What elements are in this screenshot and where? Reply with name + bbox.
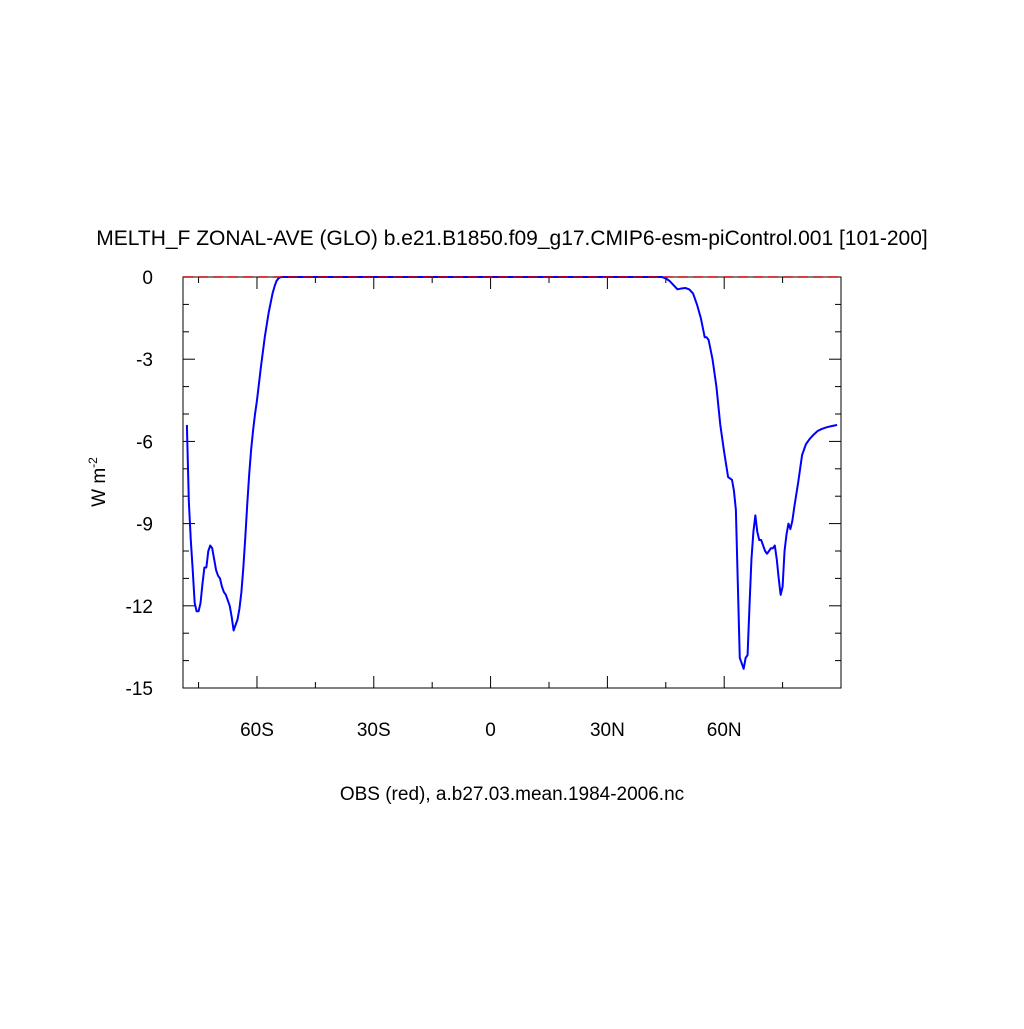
model-line-0 <box>185 276 838 670</box>
x-tick-label: 30N <box>590 720 625 741</box>
y-tick-label: -12 <box>126 597 153 618</box>
x-axis-ticks: 60S 30S 0 30N 60N <box>240 277 742 741</box>
y-tick-label: -6 <box>136 432 153 453</box>
y-axis-label-exponent: -2 <box>86 457 100 468</box>
y-axis-ticks: 0 -3 -6 -9 -12 -15 <box>126 268 841 700</box>
y-tick-label: -15 <box>126 679 153 700</box>
plot-frame <box>182 276 842 689</box>
plot-area: 60S 30S 0 30N 60N 0 -3 -6 -9 -12 -15 <box>126 268 842 741</box>
x-tick-label: 60S <box>240 720 274 741</box>
x-axis-label: OBS (red), a.b27.03.mean.1984-2006.nc <box>340 784 684 805</box>
y-tick-label: 0 <box>142 268 153 289</box>
x-tick-label: 0 <box>485 720 496 741</box>
y-axis-label: W m-2 <box>86 457 110 507</box>
y-axis-label-base: W m <box>89 468 110 507</box>
y-tick-label: -3 <box>136 350 153 371</box>
y-tick-label: -9 <box>136 515 153 536</box>
x-tick-label: 60N <box>707 720 742 741</box>
series-layer <box>183 276 841 670</box>
minor-ticks <box>183 277 841 688</box>
x-tick-label: 30S <box>357 720 391 741</box>
chart-title: MELTH_F ZONAL-AVE (GLO) b.e21.B1850.f09_… <box>96 227 927 250</box>
